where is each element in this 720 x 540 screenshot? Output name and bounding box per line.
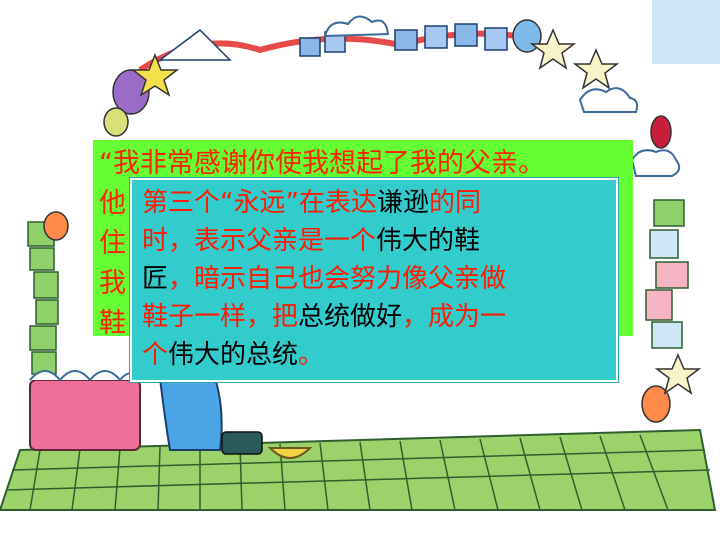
bowl-icon bbox=[267, 447, 313, 459]
quote-line-2: 他 bbox=[99, 188, 126, 219]
right-blocks-icon bbox=[645, 199, 689, 349]
left-blocks-icon bbox=[27, 221, 59, 375]
garland-icon bbox=[138, 23, 541, 73]
explanation-line-1: 第三个“永远”在表达谦逊的同 bbox=[142, 188, 481, 218]
quote-line-3: 住 bbox=[99, 228, 126, 259]
explanation-line-3: 匠，暗示自己也会努力像父亲做 bbox=[142, 264, 507, 294]
explanation-line-4: 鞋子一样，把总统做好，成为一 bbox=[142, 302, 507, 332]
quote-line-5: 鞋 bbox=[99, 308, 126, 336]
cloud-icon bbox=[323, 15, 681, 177]
star-icon bbox=[130, 28, 702, 395]
cartoon-character-icon bbox=[158, 377, 263, 455]
explanation-line-5: 个伟大的总统。 bbox=[142, 340, 325, 370]
explanation-box: 第三个“永远”在表达谦逊的同 时，表示父亲是一个伟大的鞋 匠，暗示自己也会努力像… bbox=[130, 178, 618, 382]
quote-line-4: 我 bbox=[99, 268, 126, 299]
corner-block bbox=[652, 0, 720, 64]
quote-text: “我非常感谢你使我想起了我的父亲。 他 住 我 鞋 bbox=[99, 144, 633, 336]
explanation-text: 第三个“永远”在表达谦逊的同 时，表示父亲是一个伟大的鞋 匠，暗示自己也会努力像… bbox=[142, 184, 612, 374]
cake-icon bbox=[29, 370, 141, 451]
explanation-line-2: 时，表示父亲是一个伟大的鞋 bbox=[142, 226, 481, 256]
quote-line-1: “我非常感谢你使我想起了我的父亲。 bbox=[99, 148, 545, 179]
